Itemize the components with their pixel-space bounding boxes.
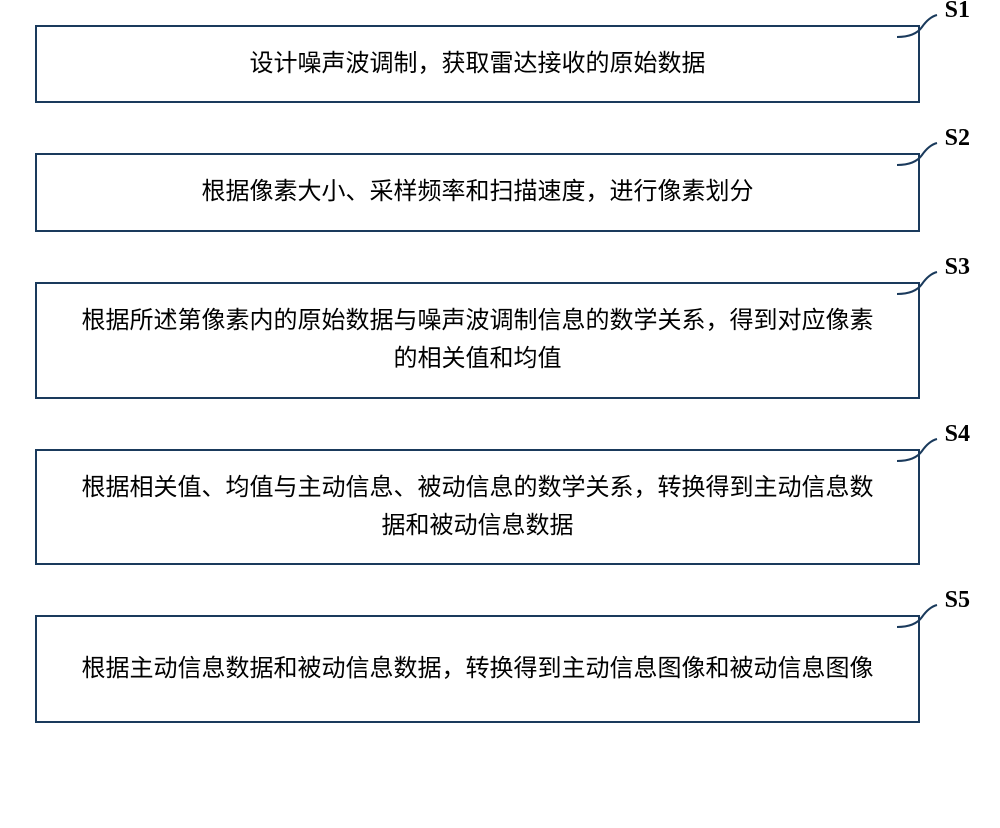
step-S2: S2根据像素大小、采样频率和扫描速度，进行像素划分 — [35, 153, 965, 231]
step-label-S5: S5 — [945, 587, 970, 614]
step-S1: S1设计噪声波调制，获取雷达接收的原始数据 — [35, 25, 965, 103]
step-text: 设计噪声波调制，获取雷达接收的原始数据 — [250, 45, 706, 83]
step-S3: S3根据所述第像素内的原始数据与噪声波调制信息的数学关系，得到对应像素的相关值和… — [35, 282, 965, 399]
step-text: 根据像素大小、采样频率和扫描速度，进行像素划分 — [202, 173, 754, 211]
connector-curve — [897, 17, 927, 37]
flowchart-diagram: S1设计噪声波调制，获取雷达接收的原始数据 S2根据像素大小、采样频率和扫描速度，… — [35, 25, 965, 723]
step-box-S3: 根据所述第像素内的原始数据与噪声波调制信息的数学关系，得到对应像素的相关值和均值 — [35, 282, 920, 399]
step-label-S3: S3 — [945, 254, 970, 281]
step-text: 根据相关值、均值与主动信息、被动信息的数学关系，转换得到主动信息数据和被动信息数… — [77, 469, 878, 546]
step-box-S5: 根据主动信息数据和被动信息数据，转换得到主动信息图像和被动信息图像 — [35, 615, 920, 723]
step-S5: S5根据主动信息数据和被动信息数据，转换得到主动信息图像和被动信息图像 — [35, 615, 965, 723]
step-text: 根据主动信息数据和被动信息数据，转换得到主动信息图像和被动信息图像 — [82, 650, 874, 688]
connector-curve — [897, 607, 927, 627]
step-box-S1: 设计噪声波调制，获取雷达接收的原始数据 — [35, 25, 920, 103]
connector-curve — [897, 145, 927, 165]
connector-curve — [897, 441, 927, 461]
step-box-S2: 根据像素大小、采样频率和扫描速度，进行像素划分 — [35, 153, 920, 231]
step-label-S4: S4 — [945, 421, 970, 448]
step-box-S4: 根据相关值、均值与主动信息、被动信息的数学关系，转换得到主动信息数据和被动信息数… — [35, 449, 920, 566]
step-text: 根据所述第像素内的原始数据与噪声波调制信息的数学关系，得到对应像素的相关值和均值 — [77, 302, 878, 379]
step-S4: S4根据相关值、均值与主动信息、被动信息的数学关系，转换得到主动信息数据和被动信… — [35, 449, 965, 566]
step-label-S2: S2 — [945, 125, 970, 152]
connector-curve — [897, 274, 927, 294]
step-label-S1: S1 — [945, 0, 970, 24]
